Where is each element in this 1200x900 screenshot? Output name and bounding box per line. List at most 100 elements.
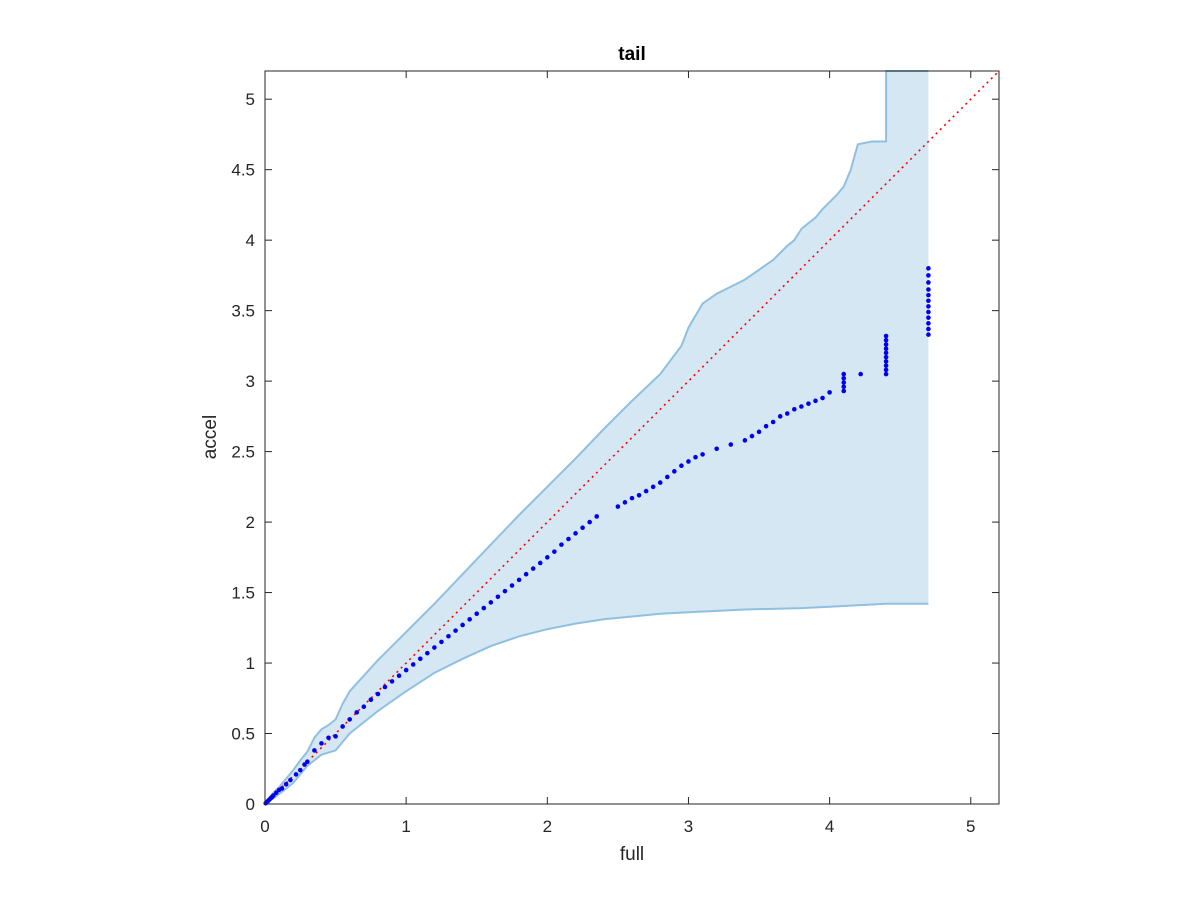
- scatter-point: [883, 359, 889, 364]
- scatter-point: [347, 717, 352, 722]
- scatter-point: [474, 611, 480, 617]
- scatter-point: [883, 337, 889, 343]
- scatter-point: [326, 735, 331, 741]
- y-tick-label: 5: [246, 90, 255, 109]
- scatter-point: [777, 414, 783, 419]
- x-tick-label: 5: [966, 817, 975, 836]
- scatter-point: [792, 407, 797, 412]
- scatter-point: [763, 423, 769, 429]
- scatter-point: [389, 679, 395, 684]
- scatter-point: [530, 566, 536, 571]
- y-tick-label: 0.5: [231, 725, 255, 744]
- scatter-point: [806, 401, 811, 406]
- scatter-point: [396, 673, 402, 679]
- scatter-point: [279, 786, 285, 791]
- scatter-point: [883, 333, 889, 339]
- scatter-point: [858, 371, 863, 377]
- scatter-point: [312, 748, 317, 753]
- reference-diagonal-line: [264, 70, 1000, 805]
- scatter-point: [488, 600, 494, 605]
- scatter-point: [552, 549, 557, 554]
- scatter-point: [502, 588, 508, 594]
- scatter-point: [467, 617, 472, 622]
- scatter-point: [410, 662, 416, 667]
- y-tick-label: 2.5: [231, 443, 255, 462]
- scatter-point: [926, 273, 931, 278]
- x-tick-label: 1: [401, 817, 410, 836]
- y-tick-label: 3: [246, 372, 255, 391]
- scatter-point: [354, 710, 360, 715]
- scatter-point: [650, 484, 656, 490]
- scatter-point: [770, 419, 776, 425]
- scatter-point: [368, 697, 374, 702]
- scatter-point: [883, 350, 889, 356]
- scatter-point: [820, 395, 825, 401]
- scatter-point: [587, 519, 592, 525]
- scatter-point: [926, 280, 931, 285]
- scatter-point: [516, 577, 522, 583]
- scatter-point: [545, 555, 550, 560]
- scatter-point: [883, 367, 889, 373]
- scatter-point: [361, 704, 367, 710]
- scatter-point: [446, 633, 451, 639]
- scatter-point: [679, 463, 684, 468]
- scatter-point: [509, 583, 515, 588]
- scatter-point: [742, 438, 748, 443]
- y-tick-label: 1: [246, 654, 255, 673]
- scatter-point: [643, 488, 649, 494]
- y-tick-label: 2: [246, 513, 255, 532]
- scatter-point: [288, 777, 293, 783]
- band-upper-edge: [264, 70, 929, 805]
- chart-title: tail: [618, 44, 645, 65]
- scatter-point: [293, 772, 299, 777]
- scatter-point: [432, 645, 437, 650]
- scatter-point: [841, 375, 847, 381]
- scatter-point: [926, 298, 931, 304]
- scatter-point: [580, 525, 585, 531]
- scatter-point: [305, 759, 310, 765]
- x-tick-label: 0: [260, 817, 269, 836]
- scatter-point: [297, 767, 303, 773]
- scatter-point: [495, 594, 501, 600]
- scatter-point: [926, 292, 931, 298]
- scatter-point: [749, 433, 755, 439]
- scatter-point: [926, 315, 931, 320]
- scatter-point: [714, 446, 719, 452]
- scatter-point: [382, 684, 388, 690]
- y-tick-label: 4: [246, 231, 255, 250]
- scatter-point: [926, 332, 931, 337]
- scatter-point: [403, 667, 409, 673]
- scatter-point: [926, 304, 931, 309]
- plot-area: 0 1 2 3 4 5 0 0.5 1 1.5 2 2.5 3 3.5 4 4.5 5: [231, 70, 1000, 836]
- scatter-point: [926, 321, 931, 326]
- scatter-point: [883, 354, 889, 360]
- band-lower-edge: [264, 602, 929, 805]
- scatter-point: [283, 781, 289, 787]
- scatter-point: [926, 309, 931, 315]
- scatter-point: [784, 411, 790, 416]
- scatter-point: [615, 504, 621, 509]
- scatter-point: [523, 571, 529, 577]
- scatter-point: [926, 326, 931, 332]
- scatter-point: [573, 531, 578, 536]
- scatter-point: [559, 542, 564, 547]
- scatter-point: [813, 398, 818, 404]
- scatter-point: [273, 790, 279, 796]
- scatter-point: [841, 371, 847, 377]
- scatter-point: [883, 371, 889, 377]
- scatter-point: [340, 724, 345, 729]
- y-axis-label: accel: [200, 415, 221, 459]
- scatter-point: [686, 459, 691, 464]
- x-tick-label: 2: [543, 817, 552, 836]
- scatter-point: [756, 429, 762, 435]
- scatter-point: [636, 492, 642, 498]
- scatter-point: [883, 363, 889, 368]
- scatter-point: [664, 474, 670, 480]
- scatter-point: [883, 346, 889, 351]
- scatter-point: [302, 762, 307, 767]
- y-tick-label: 3.5: [231, 302, 255, 321]
- x-tick-label: 4: [825, 817, 834, 836]
- scatter-point: [481, 605, 487, 611]
- scatter-point: [883, 342, 889, 347]
